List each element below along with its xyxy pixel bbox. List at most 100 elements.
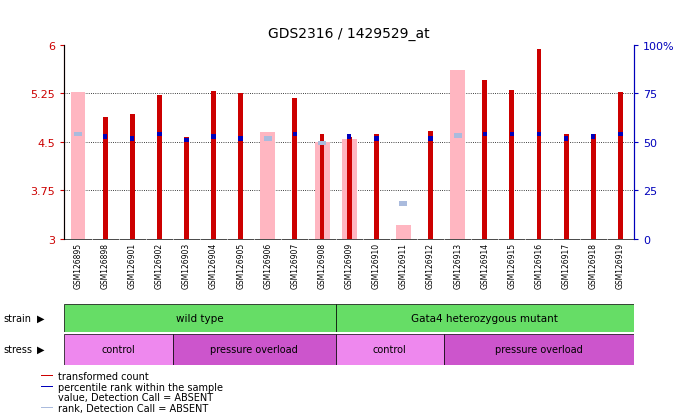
Bar (41, 386, 53, 387)
Text: transformed count: transformed count (58, 371, 148, 381)
Bar (292, 99, 298, 240)
Bar (64, 334, 173, 365)
Text: GSM126915: GSM126915 (507, 243, 517, 289)
Bar (119, 45, 146, 240)
Text: GSM126918: GSM126918 (589, 243, 598, 289)
Text: rank, Detection Call = ABSENT: rank, Detection Call = ABSENT (58, 403, 208, 413)
Text: pressure overload: pressure overload (210, 344, 298, 354)
Text: GDS2316 / 1429529_at: GDS2316 / 1429529_at (268, 27, 430, 41)
Text: GSM126913: GSM126913 (453, 243, 462, 289)
Text: GSM126911: GSM126911 (399, 243, 408, 289)
Bar (563, 135, 569, 240)
Bar (618, 133, 622, 137)
Bar (591, 135, 595, 140)
Bar (184, 138, 188, 143)
Text: GSM126906: GSM126906 (263, 243, 273, 289)
Text: GSM126901: GSM126901 (127, 243, 137, 289)
Bar (482, 81, 487, 240)
Bar (450, 71, 465, 240)
Bar (238, 94, 243, 240)
Bar (103, 135, 107, 140)
Bar (71, 93, 85, 240)
Bar (399, 202, 407, 206)
Bar (336, 334, 444, 365)
Bar (227, 45, 254, 240)
Bar (553, 45, 580, 240)
Text: control: control (373, 344, 407, 354)
Bar (509, 91, 515, 240)
Bar (130, 137, 134, 142)
Bar (346, 137, 352, 240)
Bar (293, 133, 297, 137)
Bar (580, 45, 607, 240)
Bar (308, 45, 336, 240)
Text: GSM126914: GSM126914 (480, 243, 490, 289)
Bar (173, 45, 200, 240)
Bar (510, 133, 514, 137)
Bar (74, 133, 82, 137)
Text: GSM126895: GSM126895 (73, 243, 83, 289)
Bar (336, 304, 634, 332)
Bar (254, 45, 281, 240)
Bar (498, 45, 525, 240)
Bar (157, 133, 161, 137)
Bar (315, 143, 330, 240)
Bar (318, 142, 326, 146)
Text: GSM126908: GSM126908 (317, 243, 327, 289)
Text: GSM126898: GSM126898 (100, 243, 110, 289)
Bar (342, 139, 357, 240)
Bar (483, 133, 487, 137)
Bar (41, 375, 53, 376)
Bar (564, 137, 568, 142)
Bar (454, 134, 462, 138)
Bar (444, 45, 471, 240)
Text: ▶: ▶ (37, 313, 45, 323)
Text: GSM126919: GSM126919 (616, 243, 625, 289)
Bar (64, 304, 336, 332)
Bar (239, 137, 243, 142)
Text: pressure overload: pressure overload (495, 344, 583, 354)
Bar (64, 45, 92, 240)
Bar (211, 92, 216, 240)
Bar (146, 45, 173, 240)
Bar (212, 135, 216, 140)
Bar (129, 115, 135, 240)
Bar (363, 45, 390, 240)
Bar (591, 135, 596, 240)
Bar (157, 96, 162, 240)
Bar (618, 93, 623, 240)
Bar (607, 45, 634, 240)
Text: GSM126910: GSM126910 (372, 243, 381, 289)
Text: value, Detection Call = ABSENT: value, Detection Call = ABSENT (58, 392, 213, 402)
Bar (336, 45, 363, 240)
Bar (525, 45, 553, 240)
Bar (390, 45, 417, 240)
Bar (319, 135, 325, 240)
Text: strain: strain (3, 313, 31, 323)
Text: GSM126902: GSM126902 (155, 243, 164, 289)
Text: GSM126917: GSM126917 (561, 243, 571, 289)
Bar (102, 118, 108, 240)
Text: GSM126916: GSM126916 (534, 243, 544, 289)
Bar (173, 334, 336, 365)
Text: GSM126903: GSM126903 (182, 243, 191, 289)
Text: Gata4 heterozygous mutant: Gata4 heterozygous mutant (412, 313, 558, 323)
Bar (428, 131, 433, 240)
Bar (374, 135, 379, 240)
Bar (374, 137, 378, 142)
Bar (184, 137, 189, 240)
Bar (537, 133, 541, 137)
Bar (444, 334, 634, 365)
Bar (417, 45, 444, 240)
Bar (281, 45, 308, 240)
Bar (471, 45, 498, 240)
Text: GSM126907: GSM126907 (290, 243, 300, 289)
Text: percentile rank within the sample: percentile rank within the sample (58, 382, 222, 392)
Bar (347, 135, 351, 140)
Bar (41, 407, 53, 408)
Bar (260, 133, 275, 240)
Text: stress: stress (3, 344, 33, 354)
Text: wild type: wild type (176, 313, 224, 323)
Bar (200, 45, 227, 240)
Bar (92, 45, 119, 240)
